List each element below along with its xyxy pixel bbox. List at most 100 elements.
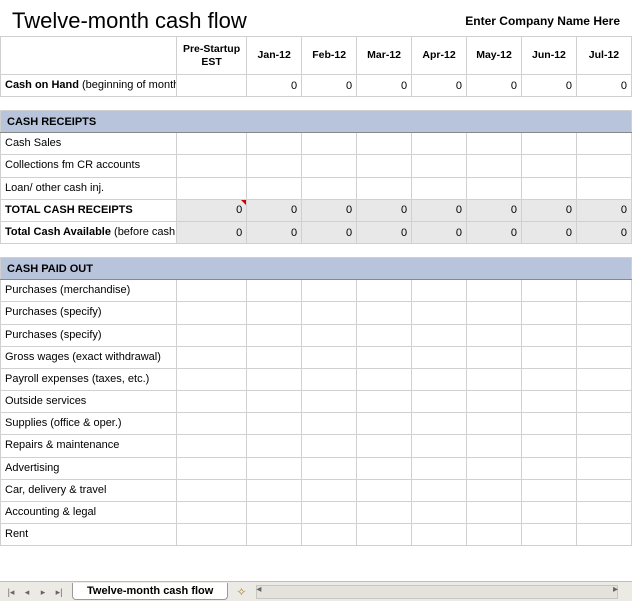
data-cell[interactable]: 0 (357, 199, 412, 221)
data-cell[interactable] (302, 155, 357, 177)
data-cell[interactable] (521, 479, 576, 501)
data-cell[interactable] (576, 346, 631, 368)
data-cell[interactable]: 0 (302, 75, 357, 97)
data-cell[interactable] (467, 502, 522, 524)
data-cell[interactable] (576, 457, 631, 479)
data-cell[interactable] (247, 302, 302, 324)
data-cell[interactable]: 0 (176, 221, 246, 243)
data-cell[interactable] (521, 155, 576, 177)
data-cell[interactable] (176, 502, 246, 524)
data-cell[interactable] (467, 479, 522, 501)
data-cell[interactable] (576, 502, 631, 524)
data-cell[interactable] (576, 524, 631, 546)
data-cell[interactable]: 0 (467, 221, 522, 243)
company-name-placeholder[interactable]: Enter Company Name Here (465, 14, 620, 28)
data-cell[interactable]: 0 (412, 221, 467, 243)
data-cell[interactable] (357, 479, 412, 501)
data-cell[interactable]: 0 (412, 75, 467, 97)
data-cell[interactable] (176, 302, 246, 324)
data-cell[interactable] (357, 133, 412, 155)
data-cell[interactable] (302, 133, 357, 155)
data-cell[interactable] (521, 324, 576, 346)
data-cell[interactable] (576, 280, 631, 302)
data-cell[interactable] (176, 177, 246, 199)
data-cell[interactable] (176, 368, 246, 390)
horizontal-scrollbar[interactable] (256, 585, 618, 599)
data-cell[interactable] (521, 133, 576, 155)
data-cell[interactable] (467, 302, 522, 324)
data-cell[interactable]: 0 (247, 221, 302, 243)
data-cell[interactable] (176, 324, 246, 346)
data-cell[interactable] (357, 346, 412, 368)
data-cell[interactable] (412, 280, 467, 302)
data-cell[interactable] (176, 435, 246, 457)
data-cell[interactable] (412, 133, 467, 155)
data-cell[interactable] (467, 177, 522, 199)
data-cell[interactable] (302, 280, 357, 302)
data-cell[interactable] (302, 346, 357, 368)
data-cell[interactable] (467, 391, 522, 413)
data-cell[interactable] (412, 368, 467, 390)
data-cell[interactable] (176, 133, 246, 155)
data-cell[interactable] (412, 324, 467, 346)
data-cell[interactable] (412, 479, 467, 501)
data-cell[interactable] (467, 368, 522, 390)
data-cell[interactable] (247, 177, 302, 199)
sheet-tab-active[interactable]: Twelve-month cash flow (72, 583, 228, 600)
data-cell[interactable] (467, 457, 522, 479)
data-cell[interactable] (467, 155, 522, 177)
data-cell[interactable] (521, 413, 576, 435)
data-cell[interactable] (357, 368, 412, 390)
data-cell[interactable] (521, 346, 576, 368)
data-cell[interactable]: 0 (357, 75, 412, 97)
data-cell[interactable] (521, 435, 576, 457)
tab-nav-next-icon[interactable]: ▸ (36, 585, 50, 599)
data-cell[interactable] (357, 435, 412, 457)
data-cell[interactable] (302, 435, 357, 457)
data-cell[interactable] (412, 346, 467, 368)
data-cell[interactable]: 0 (521, 199, 576, 221)
tab-nav-last-icon[interactable]: ▸| (52, 585, 66, 599)
data-cell[interactable] (467, 413, 522, 435)
data-cell[interactable] (176, 391, 246, 413)
data-cell[interactable]: 0 (521, 75, 576, 97)
data-cell[interactable] (412, 457, 467, 479)
data-cell[interactable] (576, 391, 631, 413)
data-cell[interactable] (412, 435, 467, 457)
data-cell[interactable] (521, 524, 576, 546)
data-cell[interactable] (521, 391, 576, 413)
data-cell[interactable] (521, 280, 576, 302)
data-cell[interactable] (247, 391, 302, 413)
data-cell[interactable] (412, 177, 467, 199)
data-cell[interactable] (467, 280, 522, 302)
data-cell[interactable] (302, 391, 357, 413)
data-cell[interactable] (412, 155, 467, 177)
data-cell[interactable]: 0 (521, 221, 576, 243)
data-cell[interactable] (467, 324, 522, 346)
data-cell[interactable] (176, 280, 246, 302)
data-cell[interactable] (357, 155, 412, 177)
data-cell[interactable] (247, 524, 302, 546)
data-cell[interactable] (412, 524, 467, 546)
data-cell[interactable] (176, 413, 246, 435)
data-cell[interactable]: 0 (302, 199, 357, 221)
data-cell[interactable] (576, 368, 631, 390)
data-cell[interactable] (412, 502, 467, 524)
data-cell[interactable] (247, 502, 302, 524)
data-cell[interactable] (357, 280, 412, 302)
data-cell[interactable] (576, 155, 631, 177)
data-cell[interactable] (521, 302, 576, 324)
data-cell[interactable] (247, 280, 302, 302)
data-cell[interactable] (176, 457, 246, 479)
data-cell[interactable] (521, 502, 576, 524)
tab-nav-prev-icon[interactable]: ◂ (20, 585, 34, 599)
data-cell[interactable] (467, 133, 522, 155)
data-cell[interactable] (576, 324, 631, 346)
data-cell[interactable] (247, 368, 302, 390)
data-cell[interactable]: 0 (357, 221, 412, 243)
data-cell[interactable] (576, 133, 631, 155)
data-cell[interactable] (176, 75, 246, 97)
data-cell[interactable] (576, 435, 631, 457)
data-cell[interactable] (302, 457, 357, 479)
data-cell[interactable] (576, 413, 631, 435)
